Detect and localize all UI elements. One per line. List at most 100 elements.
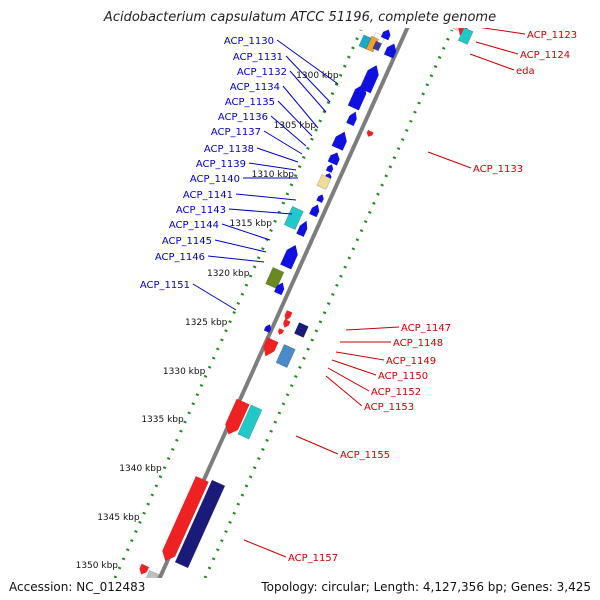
leader-acp-1150 <box>331 359 377 376</box>
gene-feature <box>278 328 284 335</box>
gene-feature <box>237 404 263 440</box>
leader-acp-1147 <box>345 326 400 331</box>
leader-acp-1133 <box>427 151 472 169</box>
outer-dotted-ring <box>203 29 454 578</box>
gene-feature <box>331 131 347 151</box>
gene-label-acp-1153[interactable]: ACP_1153 <box>364 402 414 413</box>
leader-eda <box>469 53 515 71</box>
gene-label-acp-1148[interactable]: ACP_1148 <box>393 338 443 349</box>
svg-text:1315 kbp: 1315 kbp <box>230 219 273 229</box>
gene-label-acp-1138[interactable]: ACP_1138 <box>204 144 254 155</box>
gene-label-eda[interactable]: eda <box>516 66 535 77</box>
gene-feature <box>347 84 367 111</box>
gene-label-acp-1149[interactable]: ACP_1149 <box>386 356 436 367</box>
gene-feature <box>380 29 391 41</box>
leader-acp-1136 <box>270 115 307 147</box>
scale-tick-1320-kbp: 1320 kbp <box>207 269 250 279</box>
leader-acp-1146 <box>207 255 265 263</box>
scale-tick-1350-kbp: 1350 kbp <box>76 561 119 571</box>
scale-tick-1305-kbp: 1305 kbp <box>274 121 317 131</box>
gene-label-acp-1134[interactable]: ACP_1134 <box>230 82 280 93</box>
map-title: Acidobacterium capsulatum ATCC 51196, co… <box>103 10 497 25</box>
gene-feature <box>275 344 296 368</box>
gene-feature <box>144 570 160 578</box>
gene-label-acp-1132[interactable]: ACP_1132 <box>237 67 287 78</box>
gene-feature <box>366 130 374 137</box>
gene-feature <box>284 310 293 321</box>
gene-label-acp-1137[interactable]: ACP_1137 <box>211 127 261 138</box>
leader-acp-1144 <box>221 223 271 241</box>
leader-acp-1149 <box>335 351 385 361</box>
gene-feature <box>263 324 272 333</box>
gene-feature <box>174 479 226 569</box>
gene-feature <box>325 164 334 173</box>
scale-tick-1330-kbp: 1330 kbp <box>163 367 206 377</box>
gene-label-acp-1124[interactable]: ACP_1124 <box>520 50 570 61</box>
gene-label-acp-1140[interactable]: ACP_1140 <box>190 174 240 185</box>
leader-acp-1132 <box>289 70 327 113</box>
leader-acp-1138 <box>256 147 299 163</box>
gene-feature <box>448 28 464 31</box>
gene-label-acp-1135[interactable]: ACP_1135 <box>225 97 275 108</box>
leader-acp-1141 <box>235 193 297 201</box>
gene-feature <box>372 40 382 52</box>
gene-label-acp-1144[interactable]: ACP_1144 <box>169 220 219 231</box>
svg-text:1300 kbp: 1300 kbp <box>296 71 339 81</box>
svg-text:1325 kbp: 1325 kbp <box>185 318 228 328</box>
gene-label-acp-1147[interactable]: ACP_1147 <box>401 323 451 334</box>
gene-label-acp-1145[interactable]: ACP_1145 <box>162 236 212 247</box>
gene-feature <box>280 245 298 270</box>
gene-feature <box>139 563 150 575</box>
scale-tick-1335-kbp: 1335 kbp <box>141 415 184 425</box>
gene-label-acp-1150[interactable]: ACP_1150 <box>378 371 428 382</box>
leader-acp-1137 <box>263 130 303 155</box>
leader-acp-1123 <box>480 28 526 35</box>
scale-tick-1325-kbp: 1325 kbp <box>185 318 228 328</box>
gene-feature <box>316 174 332 190</box>
leader-acp-1143 <box>228 208 293 215</box>
scale-tick-1310-kbp: 1310 kbp <box>252 170 295 180</box>
leader-acp-1130 <box>276 39 339 85</box>
gene-feature <box>358 34 372 50</box>
gene-label-acp-1139[interactable]: ACP_1139 <box>196 159 246 170</box>
svg-text:1340 kbp: 1340 kbp <box>119 464 162 474</box>
leader-acp-1153 <box>325 375 363 407</box>
gene-feature <box>293 322 309 338</box>
gene-label-acp-1130[interactable]: ACP_1130 <box>224 36 274 47</box>
leader-acp-1152 <box>327 367 370 392</box>
gene-feature <box>265 266 285 290</box>
gene-label-acp-1136[interactable]: ACP_1136 <box>218 112 268 123</box>
leader-acp-1134 <box>282 85 319 129</box>
scale-tick-1300-kbp: 1300 kbp <box>296 71 339 81</box>
gene-label-acp-1152[interactable]: ACP_1152 <box>371 387 421 398</box>
leader-acp-1155 <box>295 435 339 455</box>
gene-label-acp-1133[interactable]: ACP_1133 <box>473 164 523 175</box>
gene-label-acp-1146[interactable]: ACP_1146 <box>155 252 205 263</box>
svg-text:1305 kbp: 1305 kbp <box>274 121 317 131</box>
scale-tick-1340-kbp: 1340 kbp <box>119 464 162 474</box>
gene-feature <box>309 204 320 218</box>
gene-feature <box>162 476 209 562</box>
gene-feature <box>346 111 357 127</box>
gene-feature <box>283 206 304 230</box>
gene-label-acp-1141[interactable]: ACP_1141 <box>183 190 233 201</box>
gene-label-acp-1123[interactable]: ACP_1123 <box>527 30 577 41</box>
gene-feature <box>316 194 324 203</box>
gene-feature <box>383 43 397 59</box>
leader-acp-1124 <box>475 41 519 55</box>
gene-label-acp-1143[interactable]: ACP_1143 <box>176 205 226 216</box>
gene-feature <box>296 220 308 237</box>
gene-feature <box>274 282 285 296</box>
leader-acp-1135 <box>277 100 313 137</box>
gene-feature <box>457 28 474 45</box>
gene-label-acp-1151[interactable]: ACP_1151 <box>140 280 190 291</box>
inner-dotted-ring <box>113 29 363 578</box>
gene-label-acp-1155[interactable]: ACP_1155 <box>340 450 390 461</box>
topology-summary: Topology: circular; Length: 4,127,356 bp… <box>261 580 591 594</box>
gene-label-acp-1157[interactable]: ACP_1157 <box>288 553 338 564</box>
leader-acp-1139 <box>248 162 297 171</box>
gene-feature <box>283 319 291 328</box>
svg-text:1330 kbp: 1330 kbp <box>163 367 206 377</box>
gene-label-acp-1131[interactable]: ACP_1131 <box>233 52 283 63</box>
